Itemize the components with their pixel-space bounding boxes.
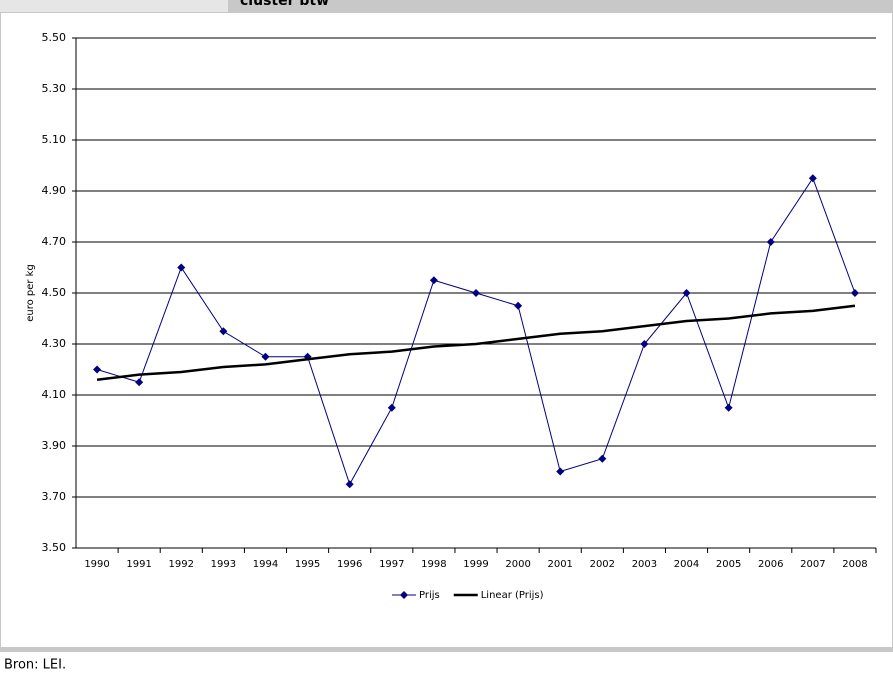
point [387,403,396,412]
x-tick-label: 1997 [379,559,404,570]
x-tick-label: 2000 [505,559,530,570]
y-tick-label: 4.10 [42,388,67,401]
point [135,378,144,387]
x-tick-label: 1992 [169,559,194,570]
point [93,365,102,374]
point [724,403,733,412]
y-tick-label: 4.70 [42,235,67,248]
x-tick-label: 1998 [421,559,446,570]
x-tick-label: 1993 [211,559,236,570]
x-tick-label: 1995 [295,559,320,570]
x-tick-label: 2005 [716,559,741,570]
header-left [0,0,228,12]
point [766,238,775,246]
y-tick-label: 4.50 [42,286,67,299]
x-tick-label: 2004 [674,559,699,570]
trend-line [96,304,856,381]
footer-bar [0,647,893,652]
point [429,276,438,285]
point [640,340,649,348]
x-tick-label: 1996 [337,559,362,570]
y-tick-label: 3.90 [42,439,67,452]
x-tick-label: 1991 [126,559,151,570]
x-tick-label: 2001 [547,559,572,570]
x-tick-label: 2007 [800,559,825,570]
y-tick-label: 4.90 [42,184,67,197]
x-tick-label: 2002 [590,559,615,570]
header-title: cluster btw [240,0,329,9]
y-tick-label: 3.50 [42,541,67,554]
x-tick-label: 2006 [758,559,783,570]
point [808,174,817,183]
y-tick-label: 5.50 [42,31,67,44]
x-tick-label: 1999 [463,559,488,570]
y-tick-label: 4.30 [42,337,67,350]
y-tick-label: 5.30 [42,82,67,95]
chart-frame [0,12,893,648]
header-bar [228,0,893,12]
point [219,327,228,336]
legend-marker [400,591,408,599]
x-tick-label: 1990 [84,559,109,570]
point [556,467,565,476]
point [472,289,480,297]
y-axis-label: euro per kg [25,264,36,322]
point [682,289,691,297]
point [345,480,354,489]
y-tick-label: 3.70 [42,490,67,503]
x-tick-label: 2008 [842,559,867,570]
point [177,263,186,272]
legend-label: Linear (Prijs) [481,590,544,601]
source: Bron: LEI. [4,658,66,673]
x-tick-label: 1994 [253,559,278,570]
x-tick-label: 2003 [632,559,657,570]
point [261,352,270,361]
point [598,454,607,463]
point [514,301,523,310]
point [850,289,859,297]
y-tick-label: 5.10 [42,133,67,146]
legend-label: Prijs [419,590,440,601]
